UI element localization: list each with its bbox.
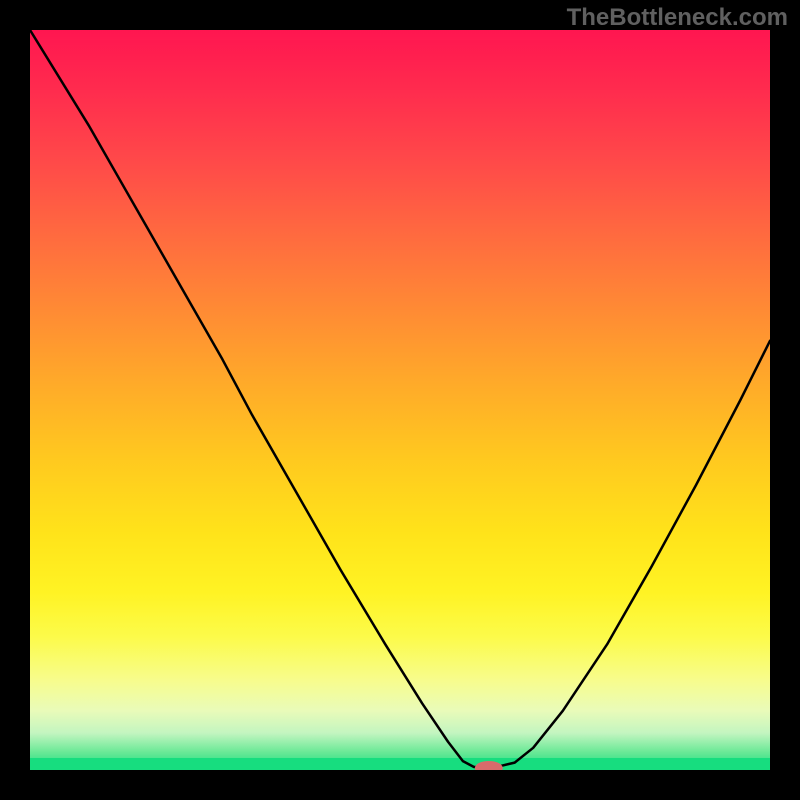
bottleneck-chart <box>0 0 800 800</box>
chart-container: TheBottleneck.com <box>0 0 800 800</box>
gradient-background <box>30 30 770 770</box>
chart-border-right <box>770 0 800 800</box>
chart-border-bottom <box>0 770 800 800</box>
bottom-green-band <box>30 758 770 770</box>
watermark-text: TheBottleneck.com <box>567 4 788 32</box>
chart-border-left <box>0 0 30 800</box>
